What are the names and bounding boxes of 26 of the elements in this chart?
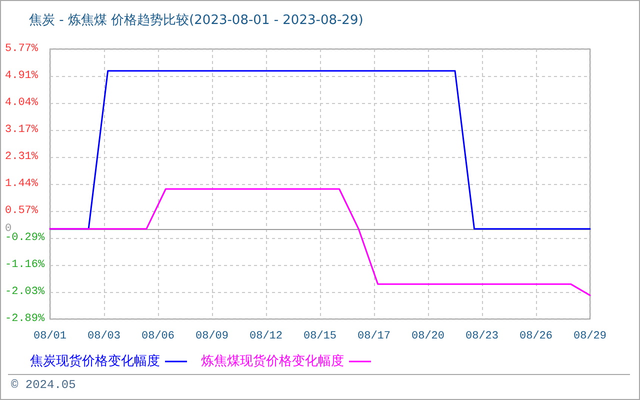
text: © 2024.05 — [11, 378, 76, 392]
y-tick-label: -1.16% — [5, 259, 46, 272]
x-tick-label: 08/15 — [303, 330, 337, 342]
y-tick-label: 0.57% — [5, 205, 38, 218]
x-tick-label: 08/09 — [195, 330, 229, 342]
chart-title: 焦炭 - 炼焦煤 价格趋势比较(2023-08-01 - 2023-08-29) — [29, 13, 364, 28]
y-tick-label: 2.31% — [5, 150, 38, 163]
line-series — [49, 188, 591, 296]
x-tick-label: 08/20 — [411, 330, 445, 342]
x-tick-label: 08/17 — [357, 330, 391, 342]
legend-label: 焦炭现货价格变化幅度 — [30, 353, 160, 369]
x-tick-label: 08/23 — [465, 330, 499, 342]
y-tick-label: 4.04% — [5, 96, 38, 109]
y-tick-label: 5.77% — [5, 43, 38, 55]
y-tick-label: -2.89% — [5, 313, 46, 325]
x-tick-label: 08/06 — [141, 330, 175, 342]
x-tick-label: 08/01 — [33, 330, 67, 342]
x-tick-label: 08/12 — [249, 330, 283, 342]
x-tick-label: 08/29 — [573, 330, 607, 342]
y-tick-label: -2.03% — [5, 286, 46, 298]
y-tick-label: 4.91% — [5, 70, 38, 82]
x-tick-label: 08/03 — [87, 330, 121, 342]
y-tick-label: 3.17% — [5, 124, 38, 136]
y-tick-label: 1.44% — [5, 178, 38, 190]
legend-label: 炼焦煤现货价格变化幅度 — [201, 353, 344, 369]
x-tick-label: 08/26 — [519, 330, 553, 342]
